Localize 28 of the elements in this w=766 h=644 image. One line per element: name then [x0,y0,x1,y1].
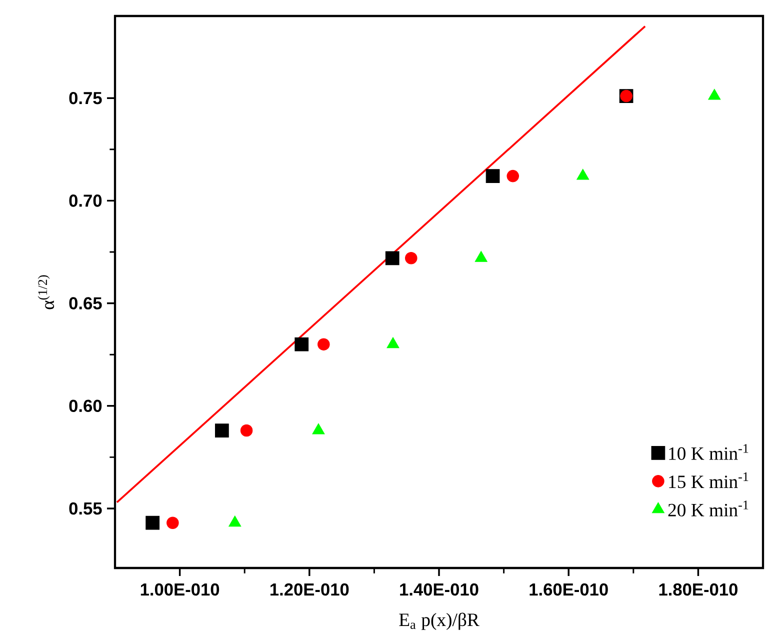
legend-label: 15 K min$^{-1}$ [669,472,748,488]
legend-label: 20 K min$^{-1}$ [668,500,748,516]
x-axis-title: E$_{a}$ p(x)/βR [399,612,480,630]
point [146,516,160,530]
x-tick-label: 1.00E-010 [140,583,220,596]
point [385,251,400,266]
point [166,516,179,529]
x-tick-label: 1.40E-010 [400,583,478,596]
y-tick-label: 0.60 [69,400,102,412]
y-tick-label: 0.75 [69,92,102,104]
legend-label: 10 K min$^{-1}$ [669,444,748,460]
y-tick-label: 0.55 [69,502,102,515]
point [294,337,309,352]
x-tick-label: 1.60E-010 [530,583,608,596]
point [228,516,242,527]
y-axis-title: α$^{(1/2)}$ [38,275,54,310]
x-tick-label: 1.80E-010 [659,583,738,596]
point [214,424,229,438]
point [240,424,253,437]
point [386,337,400,348]
point [506,170,520,182]
point [318,338,330,350]
x-tick-label: 1.20E-010 [270,583,349,596]
point [405,252,418,264]
y-tick-label: 0.65 [69,297,102,310]
y-tick-label: 0.70 [69,194,102,207]
point [312,423,325,434]
point [486,169,500,183]
